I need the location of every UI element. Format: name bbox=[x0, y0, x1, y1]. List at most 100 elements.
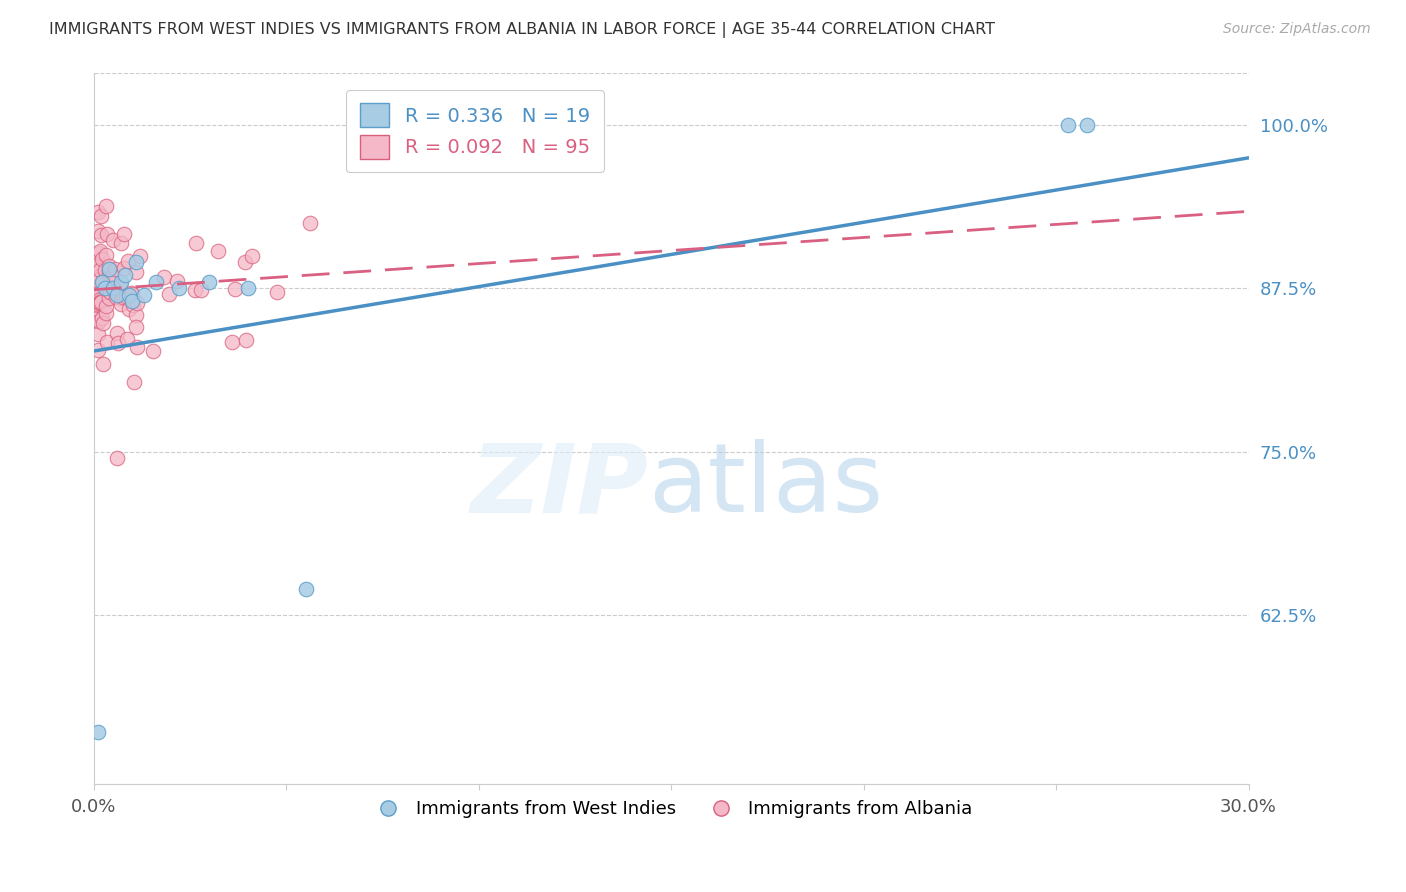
Point bbox=[1056, 118, 1078, 132]
Point bbox=[183, 283, 205, 297]
Point bbox=[118, 302, 141, 317]
Point bbox=[125, 308, 148, 322]
Point bbox=[84, 252, 107, 266]
Point bbox=[94, 281, 117, 295]
Point bbox=[235, 333, 257, 347]
Point bbox=[87, 205, 110, 219]
Point bbox=[111, 290, 134, 304]
Point bbox=[166, 274, 188, 288]
Point bbox=[125, 265, 148, 279]
Point bbox=[87, 246, 110, 260]
Text: Source: ZipAtlas.com: Source: ZipAtlas.com bbox=[1223, 22, 1371, 37]
Point bbox=[104, 262, 127, 277]
Point bbox=[233, 254, 256, 268]
Point bbox=[89, 295, 111, 310]
Point bbox=[294, 582, 316, 596]
Point bbox=[84, 280, 107, 294]
Point bbox=[121, 294, 143, 309]
Point bbox=[86, 273, 108, 287]
Point bbox=[142, 343, 165, 358]
Point bbox=[104, 290, 127, 304]
Point bbox=[98, 291, 121, 305]
Point bbox=[145, 275, 167, 289]
Point bbox=[110, 275, 132, 289]
Point bbox=[97, 264, 120, 278]
Point bbox=[94, 306, 117, 320]
Point bbox=[94, 199, 117, 213]
Point bbox=[1076, 118, 1098, 132]
Point bbox=[242, 249, 264, 263]
Point bbox=[117, 332, 139, 346]
Point bbox=[84, 278, 107, 293]
Point bbox=[96, 335, 118, 350]
Point bbox=[97, 259, 120, 273]
Point bbox=[167, 281, 190, 295]
Point bbox=[89, 293, 111, 307]
Point bbox=[132, 288, 155, 302]
Point bbox=[100, 285, 122, 299]
Point bbox=[105, 451, 128, 466]
Point bbox=[120, 286, 142, 301]
Point bbox=[101, 281, 124, 295]
Point bbox=[157, 287, 180, 301]
Point bbox=[266, 285, 288, 299]
Point bbox=[190, 283, 212, 297]
Point bbox=[90, 311, 112, 326]
Point bbox=[96, 248, 118, 262]
Text: atlas: atlas bbox=[648, 439, 883, 533]
Point bbox=[110, 235, 132, 250]
Point bbox=[89, 296, 111, 310]
Point bbox=[89, 295, 111, 310]
Point bbox=[87, 290, 110, 304]
Point bbox=[91, 358, 114, 372]
Point bbox=[90, 275, 112, 289]
Point bbox=[94, 263, 117, 277]
Point bbox=[117, 254, 139, 268]
Point bbox=[97, 283, 120, 297]
Point bbox=[90, 228, 112, 243]
Point bbox=[117, 288, 139, 302]
Point bbox=[129, 249, 152, 263]
Point bbox=[94, 299, 117, 313]
Point bbox=[127, 296, 149, 310]
Point bbox=[112, 227, 135, 241]
Point bbox=[299, 216, 322, 230]
Text: ZIP: ZIP bbox=[470, 439, 648, 533]
Point bbox=[84, 255, 107, 269]
Point bbox=[91, 316, 114, 330]
Legend: Immigrants from West Indies, Immigrants from Albania: Immigrants from West Indies, Immigrants … bbox=[363, 793, 980, 825]
Point bbox=[84, 271, 107, 285]
Point bbox=[105, 288, 128, 302]
Point bbox=[122, 298, 145, 312]
Point bbox=[84, 289, 107, 303]
Point bbox=[84, 276, 107, 290]
Point bbox=[87, 326, 110, 341]
Point bbox=[96, 227, 118, 242]
Point bbox=[87, 314, 110, 328]
Point bbox=[114, 261, 136, 276]
Point bbox=[87, 286, 110, 301]
Point bbox=[107, 336, 129, 351]
Point bbox=[125, 319, 148, 334]
Point bbox=[207, 244, 229, 258]
Point bbox=[110, 291, 132, 305]
Point bbox=[224, 282, 246, 296]
Point bbox=[105, 326, 128, 341]
Point bbox=[86, 296, 108, 310]
Point bbox=[90, 295, 112, 310]
Point bbox=[125, 255, 148, 269]
Point bbox=[122, 376, 145, 390]
Point bbox=[98, 261, 121, 276]
Point bbox=[90, 209, 112, 223]
Point bbox=[84, 286, 107, 301]
Point bbox=[84, 312, 107, 326]
Point bbox=[121, 287, 143, 301]
Point bbox=[87, 224, 110, 238]
Point bbox=[110, 296, 132, 310]
Point bbox=[87, 270, 110, 285]
Point bbox=[115, 289, 138, 303]
Point bbox=[114, 268, 136, 283]
Text: IMMIGRANTS FROM WEST INDIES VS IMMIGRANTS FROM ALBANIA IN LABOR FORCE | AGE 35-4: IMMIGRANTS FROM WEST INDIES VS IMMIGRANT… bbox=[49, 22, 995, 38]
Point bbox=[87, 294, 110, 309]
Point bbox=[89, 262, 111, 277]
